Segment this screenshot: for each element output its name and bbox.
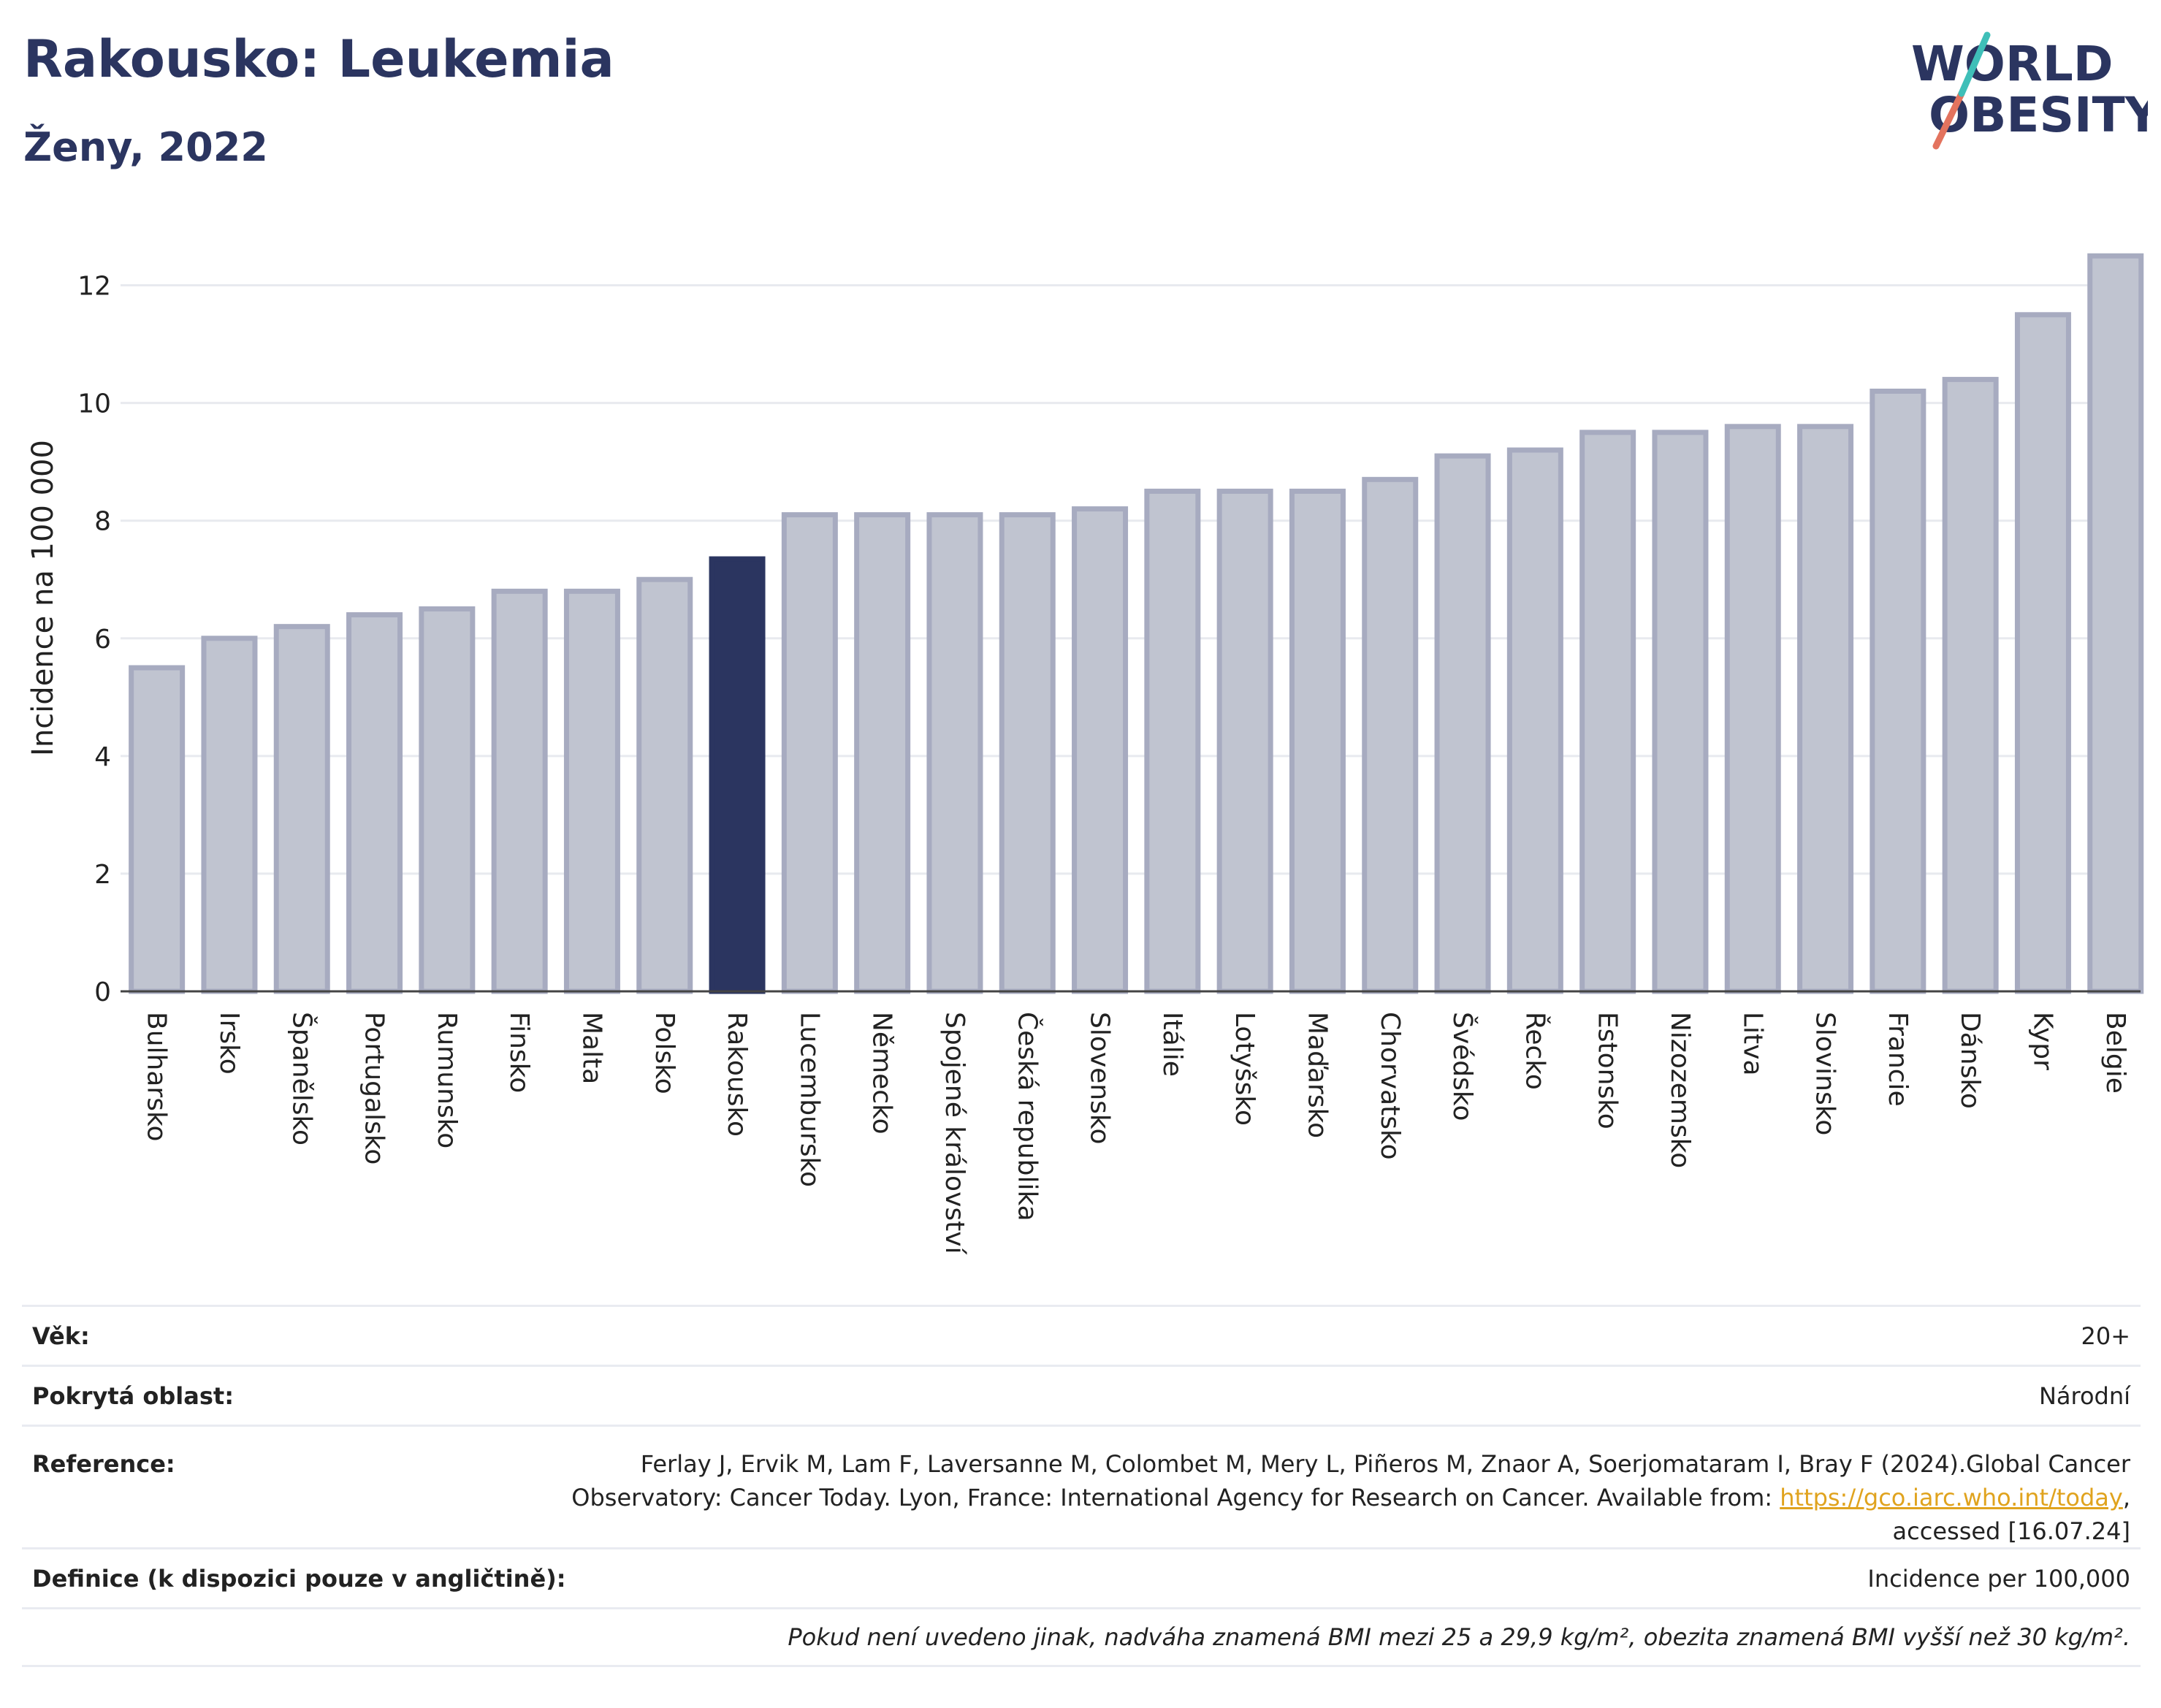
- x-tick-label: Kypr: [2027, 1012, 2057, 1070]
- note-row: Pokud není uvedeno jinak, nadváha znamen…: [22, 1607, 2141, 1667]
- bar: [1942, 376, 1999, 994]
- reference-text: Ferlay J, Ervik M, Lam F, Laversanne M, …: [571, 1447, 2130, 1548]
- y-tick-label: 12: [77, 272, 111, 302]
- area-row: Pokrytá oblast: Národní: [22, 1365, 2141, 1425]
- bar-highlighted: [709, 556, 766, 994]
- reference-link[interactable]: https://gco.iarc.who.int/today: [1780, 1484, 2123, 1511]
- bar: [419, 606, 476, 994]
- x-tick-label: Portugalsko: [359, 1012, 389, 1164]
- y-tick-label: 8: [94, 507, 111, 537]
- x-tick-label: Bulharsko: [142, 1012, 172, 1142]
- reference-line-1: Ferlay J, Ervik M, Lam F, Laversanne M, …: [640, 1450, 2130, 1478]
- x-tick-label: Francie: [1883, 1012, 1913, 1107]
- x-tick-label: Německo: [867, 1012, 897, 1135]
- reference-row: Reference: Ferlay J, Ervik M, Lam F, Lav…: [22, 1425, 2141, 1547]
- age-value: 20+: [2081, 1322, 2130, 1350]
- definition-label: Definice (k dispozici pouze v angličtině…: [32, 1564, 566, 1593]
- bar-chart: 0 2 4 6 8 10 12 Incidence na 100 000 Bulharsko Ir…: [26, 253, 2144, 1255]
- x-tick-label: Finsko: [504, 1012, 534, 1093]
- bar: [1724, 424, 1781, 994]
- y-tick-label: 0: [94, 977, 111, 1007]
- y-tick-label: 2: [94, 860, 111, 890]
- x-tick-label: Česká republika: [1012, 1012, 1043, 1221]
- x-tick-label: Polsko: [649, 1012, 679, 1094]
- bar: [1362, 476, 1419, 994]
- bar: [1579, 430, 1636, 994]
- x-tick-label: Irsko: [214, 1012, 244, 1075]
- x-tick-label: Estonsko: [1593, 1012, 1623, 1129]
- x-tick-label: Španělsko: [286, 1012, 317, 1145]
- definition-value: Incidence per 100,000: [1867, 1564, 2130, 1593]
- bar: [636, 576, 693, 994]
- info-table: Věk: 20+ Pokrytá oblast: Národní Referen…: [22, 1305, 2141, 1667]
- bar: [1434, 453, 1491, 994]
- bar: [781, 512, 838, 994]
- x-tick-label: Spojené království: [940, 1012, 969, 1255]
- x-tick-label: Chorvatsko: [1375, 1012, 1405, 1160]
- bar: [1144, 488, 1201, 994]
- x-tick-label: Litva: [1737, 1012, 1767, 1076]
- x-tick-label: Řecko: [1520, 1012, 1550, 1090]
- x-tick-label: Lotyšsko: [1230, 1012, 1259, 1126]
- reference-label: Reference:: [32, 1450, 175, 1478]
- y-tick-label: 6: [94, 625, 111, 655]
- bar: [1797, 424, 1854, 994]
- bar: [346, 612, 403, 994]
- page-subtitle: Ženy, 2022: [23, 124, 268, 170]
- bar: [1289, 488, 1346, 994]
- x-tick-label: Belgie: [2100, 1012, 2130, 1094]
- area-label: Pokrytá oblast:: [32, 1381, 234, 1410]
- page-title: Rakousko: Leukemia: [23, 29, 614, 89]
- bar: [926, 512, 983, 994]
- area-value: Národní: [2038, 1381, 2130, 1410]
- reference-accessed: accessed [16.07.24]: [1892, 1517, 2130, 1545]
- bar: [2014, 312, 2071, 994]
- y-tick-label: 4: [94, 742, 111, 772]
- bar: [491, 588, 548, 994]
- bar: [854, 512, 911, 994]
- y-axis-label: Incidence na 100 000: [26, 440, 60, 756]
- bar: [2087, 253, 2144, 994]
- bar: [1652, 430, 1709, 994]
- x-tick-label: Malta: [576, 1012, 606, 1084]
- bar: [201, 636, 258, 994]
- x-tick-label: Maďarsko: [1302, 1012, 1332, 1138]
- world-obesity-logo: WORLD OBESITY: [1911, 31, 2148, 150]
- y-tick-label: 10: [77, 389, 111, 419]
- definition-row: Definice (k dispozici pouze v angličtině…: [22, 1547, 2141, 1607]
- reference-line-2: Observatory: Cancer Today. Lyon, France:…: [571, 1484, 1780, 1511]
- age-label: Věk:: [32, 1322, 90, 1350]
- age-row: Věk: 20+: [22, 1305, 2141, 1365]
- bar: [1072, 506, 1129, 994]
- bar: [273, 624, 330, 994]
- reference-comma: ,: [2122, 1484, 2130, 1511]
- bar: [999, 512, 1056, 994]
- bar: [129, 665, 186, 994]
- x-tick-label: Lucembursko: [794, 1012, 824, 1187]
- x-tick-label: Nizozemsko: [1665, 1012, 1695, 1168]
- bar: [1506, 447, 1563, 994]
- x-tick-label: Slovensko: [1085, 1012, 1115, 1145]
- bar: [563, 588, 620, 994]
- bmi-note: Pokud není uvedeno jinak, nadváha znamen…: [788, 1623, 2130, 1651]
- svg-text:WORLD: WORLD: [1911, 36, 2114, 92]
- bar: [1870, 389, 1926, 994]
- x-tick-label: Rakousko: [722, 1012, 752, 1137]
- x-tick-label: Itálie: [1157, 1012, 1187, 1077]
- bar: [1216, 488, 1273, 994]
- x-tick-label: Rumunsko: [432, 1012, 462, 1148]
- svg-text:OBESITY: OBESITY: [1929, 87, 2148, 143]
- x-tick-label: Slovinsko: [1810, 1012, 1840, 1135]
- x-tick-label: Švédsko: [1447, 1012, 1478, 1121]
- x-tick-label: Dánsko: [1955, 1012, 1985, 1109]
